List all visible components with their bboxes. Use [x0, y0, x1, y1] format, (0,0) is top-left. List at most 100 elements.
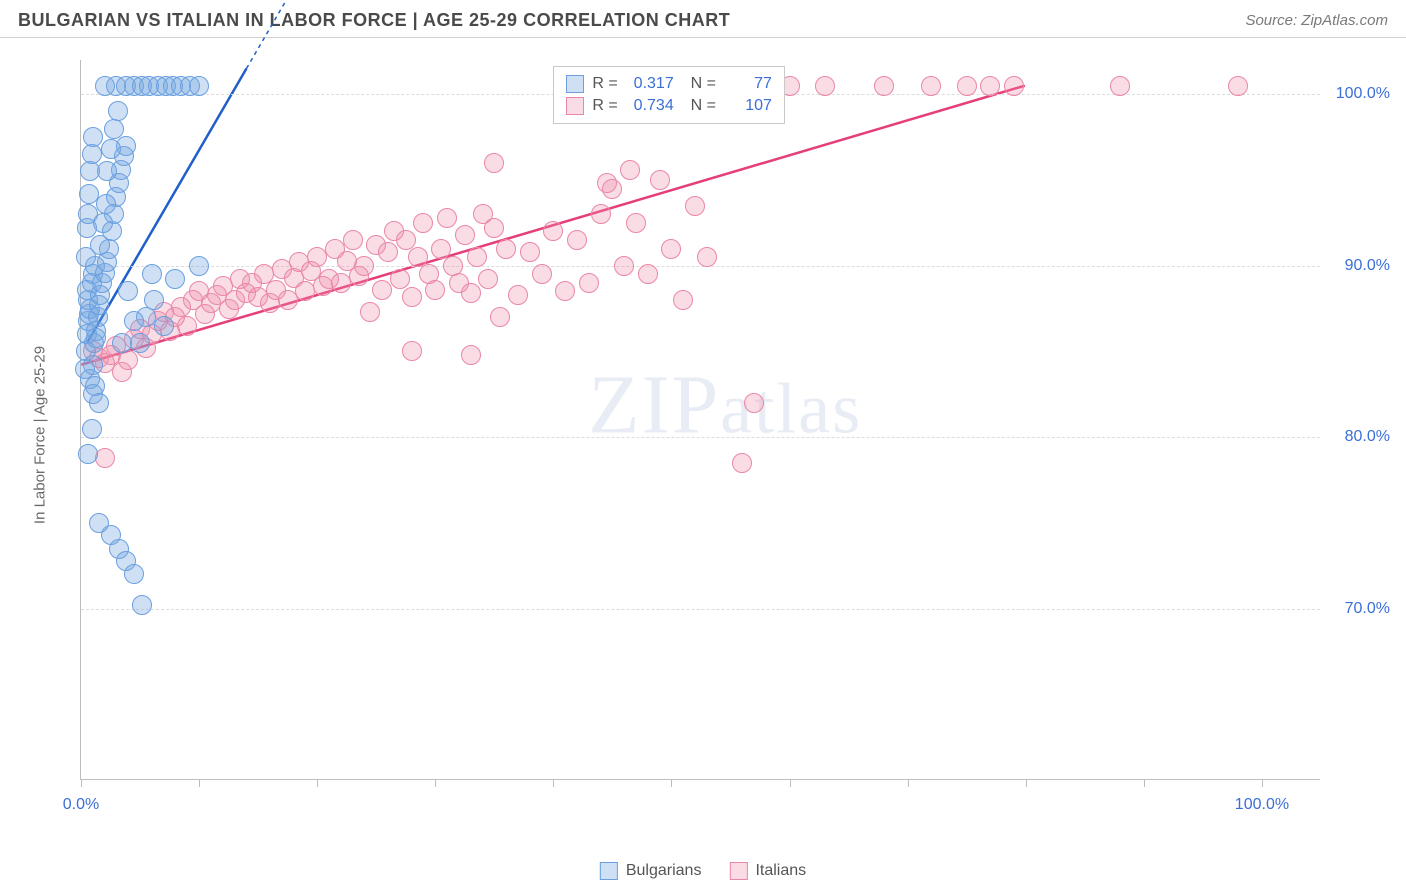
x-tick — [1262, 779, 1263, 787]
data-point-italians — [744, 393, 764, 413]
legend-label-bulgarians: Bulgarians — [626, 862, 702, 880]
data-point-italians — [508, 285, 528, 305]
chart-area: In Labor Force | Age 25-29 ZIPatlas 70.0… — [50, 50, 1390, 820]
x-tick — [1026, 779, 1027, 787]
r-label: R = — [592, 75, 617, 93]
data-point-bulgarians — [142, 264, 162, 284]
data-point-bulgarians — [101, 139, 121, 159]
x-tick — [671, 779, 672, 787]
data-point-bulgarians — [124, 311, 144, 331]
data-point-italians — [1228, 76, 1248, 96]
r-label: R = — [592, 97, 617, 115]
y-tick-label: 100.0% — [1330, 85, 1390, 103]
data-point-italians — [360, 302, 380, 322]
stats-row-bulgarians: R = 0.317 N = 77 — [566, 73, 772, 95]
data-point-italians — [484, 218, 504, 238]
data-point-italians — [957, 76, 977, 96]
data-point-bulgarians — [189, 76, 209, 96]
chart-source: Source: ZipAtlas.com — [1245, 12, 1388, 29]
data-point-italians — [614, 256, 634, 276]
data-point-italians — [402, 341, 422, 361]
data-point-bulgarians — [93, 213, 113, 233]
x-tick — [908, 779, 909, 787]
data-point-italians — [177, 316, 197, 336]
data-point-italians — [402, 287, 422, 307]
data-point-italians — [650, 170, 670, 190]
data-point-bulgarians — [83, 127, 103, 147]
data-point-italians — [815, 76, 835, 96]
data-point-bulgarians — [86, 328, 106, 348]
chart-header: BULGARIAN VS ITALIAN IN LABOR FORCE | AG… — [0, 0, 1406, 38]
data-point-italians — [874, 76, 894, 96]
data-point-bulgarians — [96, 194, 116, 214]
legend-item-bulgarians: Bulgarians — [600, 862, 702, 880]
y-tick-label: 80.0% — [1330, 428, 1390, 446]
data-point-italians — [354, 256, 374, 276]
n-value: 107 — [724, 97, 772, 115]
data-point-italians — [455, 225, 475, 245]
data-point-bulgarians — [132, 595, 152, 615]
data-point-italians — [543, 221, 563, 241]
x-tick — [435, 779, 436, 787]
data-point-italians — [626, 213, 646, 233]
data-point-italians — [661, 239, 681, 259]
data-point-bulgarians — [130, 333, 150, 353]
data-point-bulgarians — [154, 316, 174, 336]
n-label: N = — [682, 75, 716, 93]
data-point-italians — [437, 208, 457, 228]
data-point-italians — [425, 280, 445, 300]
x-tick — [81, 779, 82, 787]
swatch-bulgarians — [566, 75, 584, 93]
data-point-italians — [697, 247, 717, 267]
data-point-italians — [1004, 76, 1024, 96]
swatch-italians — [729, 862, 747, 880]
gridline — [81, 437, 1320, 438]
data-point-bulgarians — [108, 101, 128, 121]
legend-label-italians: Italians — [755, 862, 806, 880]
series-legend: Bulgarians Italians — [600, 862, 806, 880]
n-value: 77 — [724, 75, 772, 93]
stats-row-italians: R =0.734 N =107 — [566, 95, 772, 117]
swatch-bulgarians — [600, 862, 618, 880]
data-point-italians — [597, 173, 617, 193]
data-point-italians — [579, 273, 599, 293]
trend-lines — [81, 60, 1320, 779]
x-tick — [317, 779, 318, 787]
x-tick — [199, 779, 200, 787]
r-value: 0.317 — [626, 75, 674, 93]
data-point-italians — [673, 290, 693, 310]
x-tick — [1144, 779, 1145, 787]
data-point-bulgarians — [82, 144, 102, 164]
data-point-italians — [685, 196, 705, 216]
data-point-italians — [732, 453, 752, 473]
data-point-bulgarians — [90, 235, 110, 255]
data-point-bulgarians — [82, 419, 102, 439]
data-point-bulgarians — [112, 333, 132, 353]
data-point-bulgarians — [189, 256, 209, 276]
legend-item-italians: Italians — [729, 862, 806, 880]
data-point-italians — [620, 160, 640, 180]
data-point-italians — [520, 242, 540, 262]
data-point-italians — [980, 76, 1000, 96]
data-point-italians — [532, 264, 552, 284]
data-point-bulgarians — [144, 290, 164, 310]
data-point-bulgarians — [165, 269, 185, 289]
stats-legend: R =0.317 N =77R =0.734 N =107 — [553, 66, 785, 124]
data-point-bulgarians — [78, 444, 98, 464]
data-point-italians — [638, 264, 658, 284]
x-tick-label: 0.0% — [63, 796, 99, 814]
data-point-italians — [413, 213, 433, 233]
plot-region: ZIPatlas 70.0%80.0%90.0%100.0%0.0%100.0%… — [80, 60, 1320, 780]
x-tick-label: 100.0% — [1235, 796, 1289, 814]
data-point-italians — [567, 230, 587, 250]
data-point-bulgarians — [75, 359, 95, 379]
x-tick — [553, 779, 554, 787]
data-point-bulgarians — [89, 393, 109, 413]
data-point-italians — [467, 247, 487, 267]
n-label: N = — [682, 97, 716, 115]
data-point-italians — [378, 242, 398, 262]
y-tick-label: 70.0% — [1330, 600, 1390, 618]
data-point-bulgarians — [104, 119, 124, 139]
data-point-italians — [555, 281, 575, 301]
data-point-bulgarians — [124, 564, 144, 584]
